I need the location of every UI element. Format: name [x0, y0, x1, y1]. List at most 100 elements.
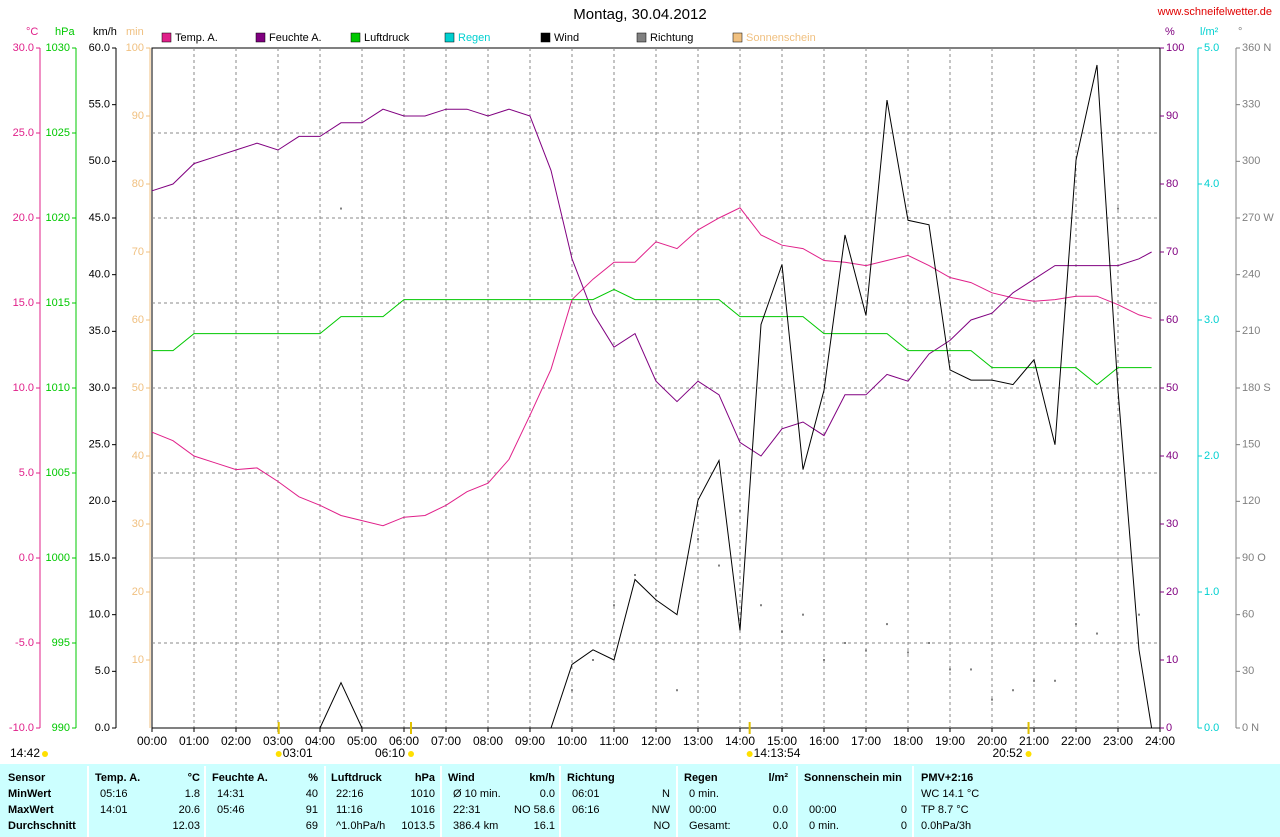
y-tick-label: 40.0: [89, 269, 110, 281]
table-cell: 14:31: [217, 788, 245, 800]
x-tick-label: 10:00: [557, 734, 587, 748]
y-tick-label: 1.0: [1204, 586, 1219, 598]
table-cell: 12.03: [172, 820, 200, 832]
direction-dot: [634, 574, 636, 576]
table-cell: TP 8.7 °C: [921, 804, 969, 816]
table-cell: 0: [901, 804, 907, 816]
table-cell: 69: [306, 820, 318, 832]
direction-dot: [1012, 689, 1014, 692]
y-tick-label: 70: [1166, 246, 1178, 258]
table-header: PMV+2:16: [921, 772, 973, 784]
y-tick-label: 1010: [46, 382, 70, 394]
y-tick-label: 1015: [46, 297, 70, 309]
table-row-label: MinWert: [8, 788, 52, 800]
table-unit: km/h: [529, 772, 555, 784]
y-tick-label: 120: [1242, 495, 1260, 507]
table-cell: 05:46: [217, 804, 245, 816]
y-tick-label: 70: [132, 246, 144, 258]
table-cell: 1.8: [185, 788, 200, 800]
y-tick-label: 100: [126, 42, 144, 54]
table-cell: 1016: [411, 804, 435, 816]
table-header: Sensor: [8, 772, 46, 784]
y-tick-label: 90: [132, 110, 144, 122]
direction-dot: [886, 623, 888, 626]
legend-swatch: [161, 32, 172, 43]
legend-label: Wind: [554, 32, 579, 44]
y-tick-label: 20: [1166, 586, 1178, 598]
axis-unit: l/m²: [1200, 26, 1219, 38]
axis-unit: °C: [26, 26, 38, 38]
y-tick-label: 20.0: [89, 495, 110, 507]
y-tick-label: 2.0: [1204, 450, 1219, 462]
y-tick-label: 10.0: [89, 609, 110, 621]
legend-swatch: [255, 32, 266, 43]
direction-dot: [739, 509, 741, 512]
y-tick-label: 10: [1166, 654, 1178, 666]
y-tick-label: 360 N: [1242, 42, 1271, 54]
direction-dot: [1075, 623, 1077, 626]
table-header: Regen: [684, 772, 718, 784]
legend-label: Feuchte A.: [269, 32, 322, 44]
x-tick-label: 22:00: [1061, 734, 1091, 748]
direction-dot: [571, 689, 573, 692]
legend-swatch: [350, 32, 361, 43]
table-cell: 1010: [411, 788, 435, 800]
y-tick-label: -10.0: [9, 722, 34, 734]
axis-unit: %: [1165, 26, 1175, 38]
x-tick-label: 23:00: [1103, 734, 1133, 748]
direction-dot: [718, 564, 720, 567]
direction-dot: [949, 668, 951, 671]
table-row-label: Durchschnitt: [8, 820, 76, 832]
table-header: Sonnenschein min: [804, 772, 902, 784]
x-tick-label: 21:00: [1019, 734, 1049, 748]
y-tick-label: 50.0: [89, 155, 110, 167]
y-tick-label: 60: [1166, 314, 1178, 326]
y-tick-label: 50: [1166, 382, 1178, 394]
direction-dot: [340, 207, 342, 210]
axis-unit: °: [1238, 26, 1242, 38]
y-tick-label: 30: [132, 518, 144, 530]
direction-dot: [844, 642, 846, 644]
table-background: [0, 764, 1280, 837]
table-cell: 0.0: [773, 804, 788, 816]
y-tick-label: 330: [1242, 99, 1260, 111]
direction-dot: [907, 651, 909, 654]
y-tick-label: 20: [132, 586, 144, 598]
x-tick-label: 12:00: [641, 734, 671, 748]
table-cell: NO: [654, 820, 671, 832]
direction-dot: [592, 659, 594, 661]
axis-unit: hPa: [55, 26, 75, 38]
y-tick-label: 5.0: [95, 665, 110, 677]
y-tick-label: 3.0: [1204, 314, 1219, 326]
direction-dot: [613, 604, 615, 607]
time-marker-label: 03:01: [283, 746, 313, 760]
table-cell: 0 min.: [809, 820, 839, 832]
table-cell: 0: [901, 820, 907, 832]
legend-label: Richtung: [650, 32, 693, 44]
direction-dot: [760, 604, 762, 607]
table-cell: Gesamt:: [689, 820, 731, 832]
x-tick-label: 15:00: [767, 734, 797, 748]
y-tick-label: 240: [1242, 269, 1260, 281]
y-tick-label: 100: [1166, 42, 1184, 54]
time-marker-icon: [275, 751, 282, 757]
table-cell: WC 14.1 °C: [921, 788, 979, 800]
table-header: Luftdruck: [331, 772, 383, 784]
x-tick-label: 09:00: [515, 734, 545, 748]
table-cell: 00:00: [689, 804, 717, 816]
y-tick-label: 40: [132, 450, 144, 462]
y-tick-label: 15.0: [13, 297, 34, 309]
y-tick-label: 5.0: [19, 467, 34, 479]
series-line: [151, 207, 1152, 527]
x-tick-label: 05:00: [347, 734, 377, 748]
y-tick-label: 4.0: [1204, 178, 1219, 190]
time-marker-icon: [1025, 751, 1032, 757]
x-tick-label: 01:00: [179, 734, 209, 748]
direction-dot: [1096, 632, 1098, 635]
y-tick-label: 150: [1242, 439, 1260, 451]
direction-dot: [991, 698, 993, 701]
y-tick-label: 10.0: [13, 382, 34, 394]
y-tick-label: 1025: [46, 127, 70, 139]
